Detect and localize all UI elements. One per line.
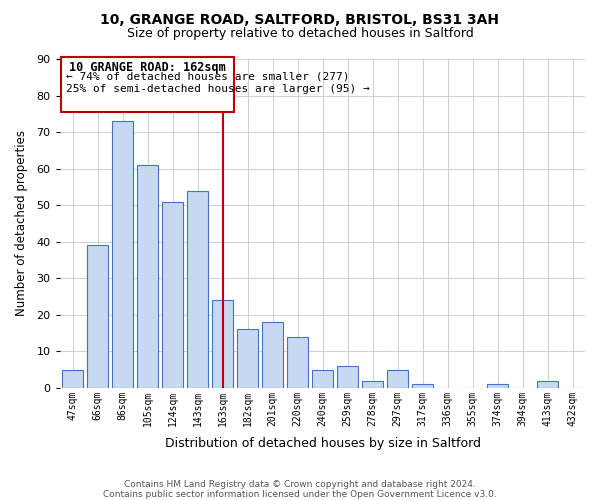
Text: ← 74% of detached houses are smaller (277): ← 74% of detached houses are smaller (27… (67, 72, 350, 82)
Bar (137, 165, 158, 388)
Bar (537, 380, 558, 388)
Bar (237, 330, 258, 388)
Text: 10, GRANGE ROAD, SALTFORD, BRISTOL, BS31 3AH: 10, GRANGE ROAD, SALTFORD, BRISTOL, BS31… (101, 12, 499, 26)
Bar (187, 190, 208, 388)
FancyBboxPatch shape (61, 57, 234, 112)
Text: Contains public sector information licensed under the Open Government Licence v3: Contains public sector information licen… (103, 490, 497, 499)
Bar (362, 380, 383, 388)
Bar (387, 370, 408, 388)
Text: Size of property relative to detached houses in Saltford: Size of property relative to detached ho… (127, 28, 473, 40)
Bar (112, 121, 133, 388)
Bar (212, 300, 233, 388)
Bar (87, 246, 108, 388)
X-axis label: Distribution of detached houses by size in Saltford: Distribution of detached houses by size … (164, 437, 481, 450)
Bar (412, 384, 433, 388)
Text: 10 GRANGE ROAD: 162sqm: 10 GRANGE ROAD: 162sqm (69, 61, 226, 74)
Bar (287, 336, 308, 388)
Bar (162, 202, 183, 388)
Bar (337, 366, 358, 388)
Bar (487, 384, 508, 388)
Bar (312, 370, 333, 388)
Bar (262, 322, 283, 388)
Text: 25% of semi-detached houses are larger (95) →: 25% of semi-detached houses are larger (… (67, 84, 370, 94)
Bar (62, 370, 83, 388)
Y-axis label: Number of detached properties: Number of detached properties (15, 130, 28, 316)
Text: Contains HM Land Registry data © Crown copyright and database right 2024.: Contains HM Land Registry data © Crown c… (124, 480, 476, 489)
